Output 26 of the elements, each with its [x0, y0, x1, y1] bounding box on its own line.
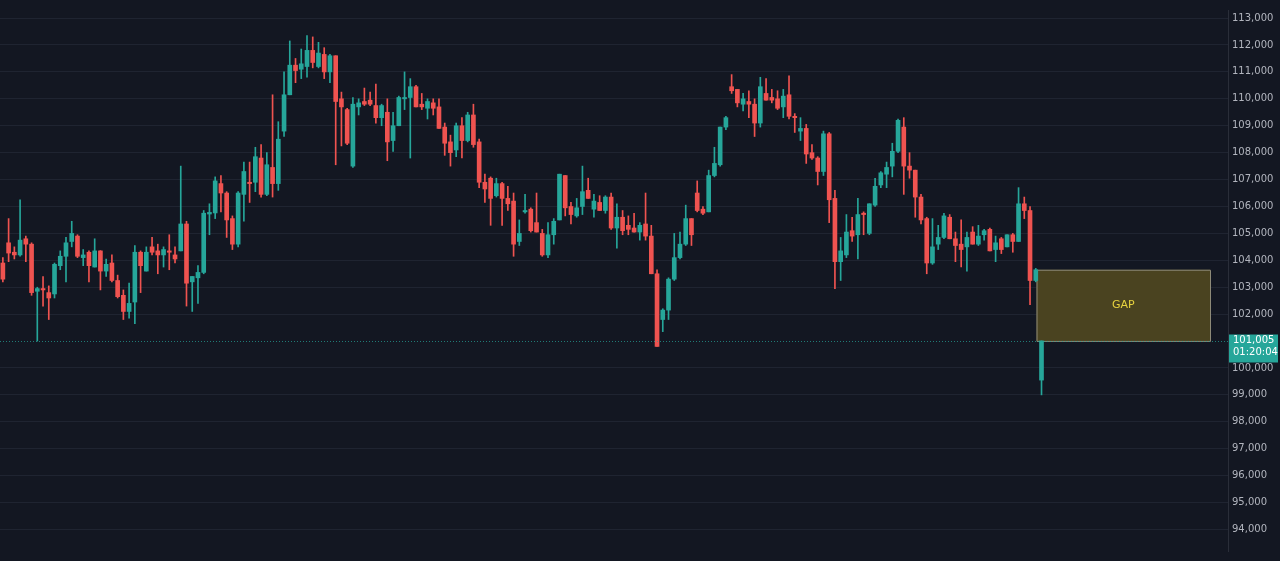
candlestick — [46, 285, 52, 320]
y-tick-label: 96,000 — [1232, 469, 1267, 481]
y-tick-label: 94,000 — [1232, 523, 1267, 535]
y-tick-label: 112,000 — [1232, 38, 1274, 50]
y-tick-label: 113,000 — [1232, 11, 1274, 23]
y-tick-label: 104,000 — [1232, 253, 1274, 265]
y-tick-label: 95,000 — [1232, 496, 1267, 508]
y-tick-label: 109,000 — [1232, 119, 1274, 131]
y-tick-label: 107,000 — [1232, 173, 1274, 185]
y-tick-label: 108,000 — [1232, 146, 1274, 158]
y-tick-label: 103,000 — [1232, 280, 1274, 292]
y-tick-label: 111,000 — [1232, 65, 1274, 77]
y-tick-label: 105,000 — [1232, 226, 1274, 238]
candlestick — [80, 249, 86, 267]
y-tick-label: 106,000 — [1232, 200, 1274, 212]
text: 01:20:04 — [1233, 346, 1278, 358]
candlestick — [166, 234, 172, 271]
y-tick-label: 110,000 — [1232, 92, 1274, 104]
y-tick-label: 98,000 — [1232, 415, 1267, 427]
y-tick-label: 100,000 — [1232, 361, 1274, 373]
candlestick — [23, 235, 29, 262]
y-tick-label: 97,000 — [1232, 442, 1267, 454]
band-label: GAP — [1111, 298, 1135, 312]
ref-line-label: 101,005 — [1233, 334, 1275, 346]
y-tick-label: 102,000 — [1232, 307, 1274, 319]
y-tick-label: 99,000 — [1232, 388, 1267, 400]
